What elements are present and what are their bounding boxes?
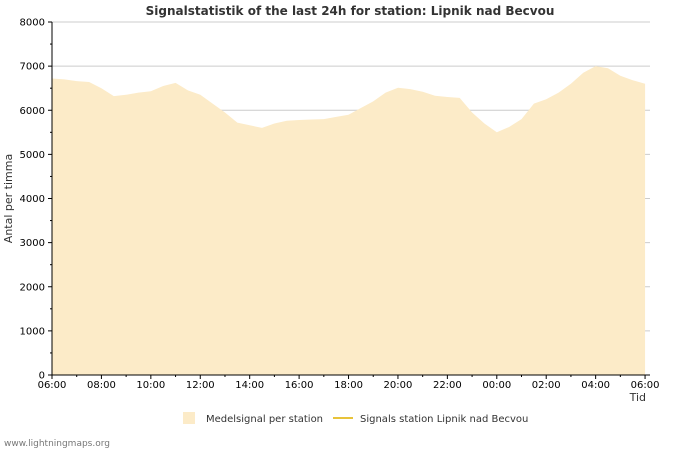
x-tick-label: 12:00 <box>186 380 215 391</box>
area-series-medelsignal <box>52 66 646 375</box>
y-tick-label: 8000 <box>20 18 45 29</box>
x-tick-label: 08:00 <box>87 380 116 391</box>
x-tick-label: 06:00 <box>38 380 67 391</box>
x-tick-label: 22:00 <box>433 380 462 391</box>
y-axis-label: Antal per timma <box>2 154 15 243</box>
x-tick-label: 14:00 <box>235 380 264 391</box>
x-tick-label: 06:00 <box>631 380 660 391</box>
x-tick-label: 02:00 <box>532 380 561 391</box>
x-tick-label: 00:00 <box>482 380 511 391</box>
y-tick-label: 7000 <box>20 62 45 73</box>
y-tick-label: 3000 <box>20 238 45 249</box>
y-tick-label: 5000 <box>20 150 45 161</box>
legend-swatch-medelsignal <box>183 412 195 424</box>
y-tick-label: 0 <box>39 371 45 382</box>
watermark: www.lightningmaps.org <box>4 439 110 449</box>
ticks: 0 1000 2000 3000 4000 5000 6000 7000 8000 06:00 08… <box>20 18 660 392</box>
chart-title: Signalstatistik of the last 24h for stat… <box>146 4 555 18</box>
x-tick-label: 20:00 <box>384 380 413 391</box>
y-tick-label: 1000 <box>20 326 45 337</box>
y-tick-label: 2000 <box>20 282 45 293</box>
x-tick-label: 04:00 <box>581 380 610 391</box>
legend: Medelsignal per station Signals station … <box>183 412 528 425</box>
y-tick-label: 4000 <box>20 194 45 205</box>
y-tick-label: 6000 <box>20 106 45 117</box>
x-tick-label: 16:00 <box>285 380 314 391</box>
x-axis-label: Tid <box>629 391 646 404</box>
legend-label-medelsignal: Medelsignal per station <box>206 414 323 425</box>
legend-label-signals-station: Signals station Lipnik nad Becvou <box>360 414 528 425</box>
x-tick-label: 18:00 <box>334 380 363 391</box>
x-tick-label: 10:00 <box>136 380 165 391</box>
